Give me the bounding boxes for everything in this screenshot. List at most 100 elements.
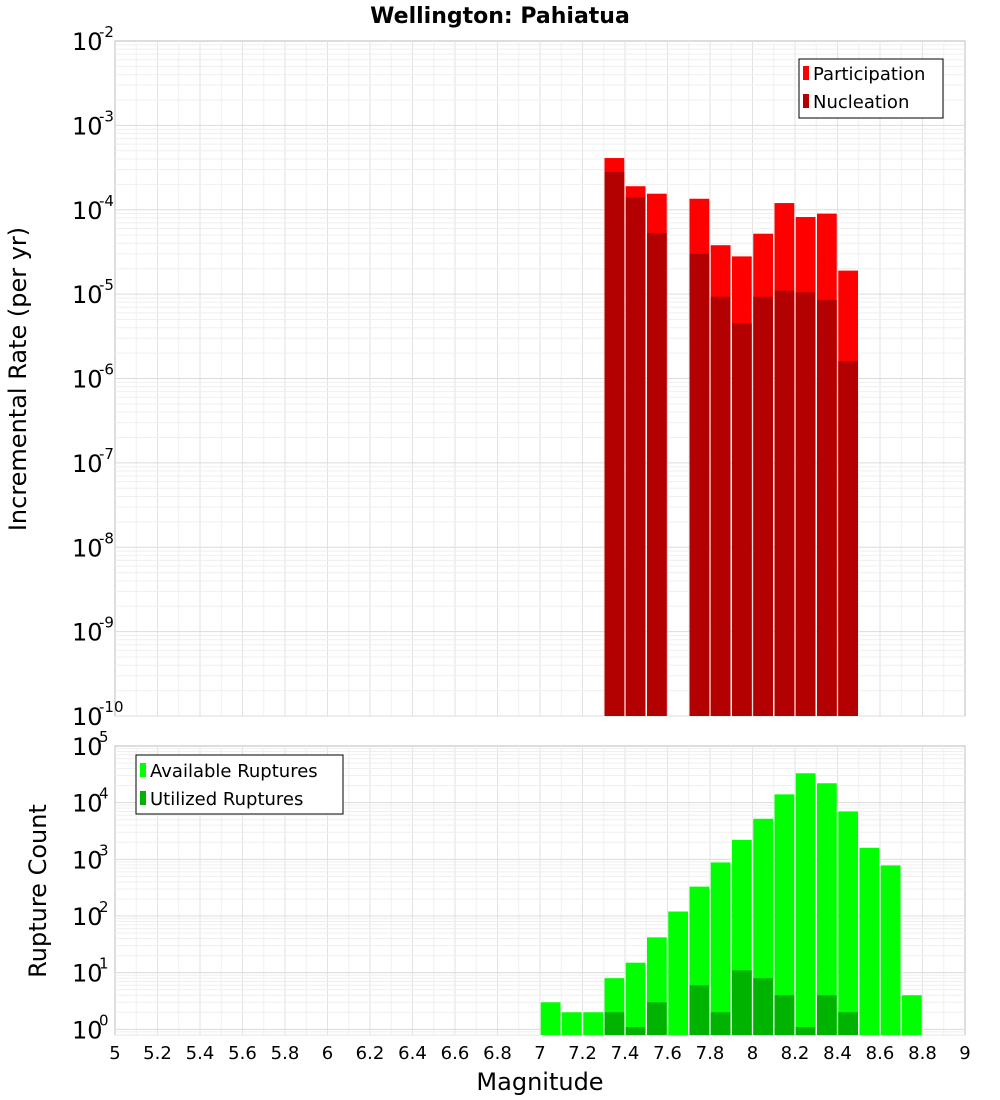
bar-nucleation bbox=[647, 233, 667, 716]
bar-available-ruptures bbox=[838, 811, 858, 1035]
x-axis-ticks: 5 5.2 5.4 5.6 5.8 6 6.2 6.4 6.6 6.8 7 7.2 7.4 7.6 7.8 8… bbox=[109, 1043, 970, 1064]
participation-legend-label: Participation bbox=[813, 64, 925, 85]
y-tick-label: 10 bbox=[72, 197, 103, 225]
x-tick-label: 7.6 bbox=[653, 1043, 682, 1064]
y-tick-exponent: -10 bbox=[99, 698, 124, 716]
y-tick-exponent: -6 bbox=[99, 361, 114, 379]
x-axis-title: Magnitude bbox=[476, 1068, 603, 1096]
bar-utilized-ruptures bbox=[625, 1026, 646, 1035]
x-tick-label: 9 bbox=[959, 1043, 970, 1064]
available-legend-swatch bbox=[140, 763, 146, 777]
utilized-legend-swatch bbox=[140, 791, 146, 805]
y-tick-exponent: 4 bbox=[99, 785, 109, 803]
y-tick-label: 10 bbox=[72, 619, 103, 647]
y-tick-label: 10 bbox=[72, 846, 103, 874]
y-tick-label: 10 bbox=[72, 112, 103, 140]
count-y-axis-title: Rupture Count bbox=[24, 804, 52, 978]
bar-available-ruptures bbox=[880, 865, 901, 1035]
y-tick-exponent: -4 bbox=[99, 192, 114, 210]
y-tick-label: 10 bbox=[72, 960, 103, 988]
rate-grid bbox=[115, 41, 965, 717]
x-tick-label: 6.4 bbox=[398, 1043, 427, 1064]
available-legend-label: Available Ruptures bbox=[150, 761, 318, 782]
bar-available-ruptures bbox=[562, 1012, 582, 1035]
utilized-legend-label: Utilized Ruptures bbox=[150, 789, 303, 810]
bar-utilized-ruptures bbox=[838, 1012, 858, 1035]
bar-nucleation bbox=[838, 361, 858, 716]
y-tick-label: 10 bbox=[72, 534, 103, 562]
bar-available-ruptures bbox=[625, 962, 646, 1035]
bar-utilized-ruptures bbox=[647, 1002, 667, 1035]
count-legend: Available Ruptures Utilized Ruptures bbox=[135, 754, 344, 815]
x-tick-label: 5.4 bbox=[186, 1043, 215, 1064]
x-tick-label: 5.6 bbox=[228, 1043, 257, 1064]
x-tick-label: 5.8 bbox=[271, 1043, 300, 1064]
bar-nucleation bbox=[710, 296, 731, 716]
y-tick-exponent: -7 bbox=[99, 445, 114, 463]
x-tick-label: 7.8 bbox=[696, 1043, 725, 1064]
bar-available-ruptures bbox=[710, 862, 731, 1035]
x-tick-label: 8.6 bbox=[866, 1043, 895, 1064]
y-tick-label: 10 bbox=[72, 281, 103, 309]
y-tick-label: 10 bbox=[72, 790, 103, 818]
x-tick-label: 8.4 bbox=[823, 1043, 852, 1064]
rate-legend: Participation Nucleation bbox=[798, 58, 944, 119]
bar-available-ruptures bbox=[902, 995, 922, 1035]
bar-utilized-ruptures bbox=[689, 985, 710, 1035]
x-tick-label: 7 bbox=[534, 1043, 545, 1064]
nucleation-legend-label: Nucleation bbox=[813, 92, 909, 113]
y-tick-exponent: -2 bbox=[99, 23, 114, 41]
x-tick-label: 6.8 bbox=[483, 1043, 512, 1064]
x-tick-label: 7.2 bbox=[568, 1043, 597, 1064]
x-tick-label: 5.2 bbox=[143, 1043, 172, 1064]
bar-available-ruptures bbox=[774, 794, 795, 1035]
rate-bars bbox=[604, 158, 858, 717]
x-tick-label: 6.6 bbox=[441, 1043, 470, 1064]
bar-nucleation bbox=[625, 197, 646, 717]
y-tick-label: 10 bbox=[72, 903, 103, 931]
bar-utilized-ruptures bbox=[753, 978, 773, 1035]
x-tick-label: 6 bbox=[322, 1043, 333, 1064]
count-legend-box bbox=[135, 754, 344, 815]
bar-nucleation bbox=[795, 292, 816, 716]
bar-utilized-ruptures bbox=[732, 970, 752, 1035]
bar-nucleation bbox=[689, 253, 710, 716]
x-tick-label: 8.2 bbox=[781, 1043, 810, 1064]
bar-nucleation bbox=[732, 323, 752, 716]
bar-available-ruptures bbox=[859, 847, 880, 1035]
rate-y-axis-title: Incremental Rate (per yr) bbox=[4, 227, 32, 531]
bar-utilized-ruptures bbox=[795, 1026, 816, 1035]
bar-available-ruptures bbox=[817, 783, 837, 1035]
y-tick-label: 10 bbox=[72, 1016, 103, 1044]
nucleation-legend-swatch bbox=[803, 94, 809, 108]
count-bars bbox=[540, 773, 922, 1035]
y-tick-exponent: 0 bbox=[99, 1011, 109, 1029]
x-tick-label: 7.4 bbox=[611, 1043, 640, 1064]
y-tick-exponent: -3 bbox=[99, 107, 114, 125]
chart-title: Wellington: Pahiatua bbox=[370, 4, 630, 29]
x-tick-label: 5 bbox=[109, 1043, 120, 1064]
x-tick-label: 8 bbox=[747, 1043, 758, 1064]
bar-utilized-ruptures bbox=[817, 995, 837, 1035]
bar-available-ruptures bbox=[540, 1002, 561, 1035]
bar-nucleation bbox=[604, 172, 625, 716]
y-tick-label: 10 bbox=[72, 733, 103, 761]
y-tick-exponent: 2 bbox=[99, 898, 109, 916]
y-tick-exponent: -5 bbox=[99, 276, 114, 294]
bar-available-ruptures bbox=[668, 911, 688, 1035]
bar-available-ruptures bbox=[583, 1012, 603, 1035]
y-tick-label: 10 bbox=[72, 28, 103, 56]
bar-utilized-ruptures bbox=[604, 1012, 625, 1035]
participation-legend-swatch bbox=[803, 66, 809, 80]
y-tick-exponent: -8 bbox=[99, 529, 114, 547]
y-tick-exponent: 1 bbox=[99, 955, 109, 973]
x-tick-label: 8.8 bbox=[908, 1043, 937, 1064]
y-tick-label: 10 bbox=[72, 703, 103, 731]
rate-legend-box bbox=[798, 58, 944, 119]
bar-nucleation bbox=[774, 290, 795, 716]
